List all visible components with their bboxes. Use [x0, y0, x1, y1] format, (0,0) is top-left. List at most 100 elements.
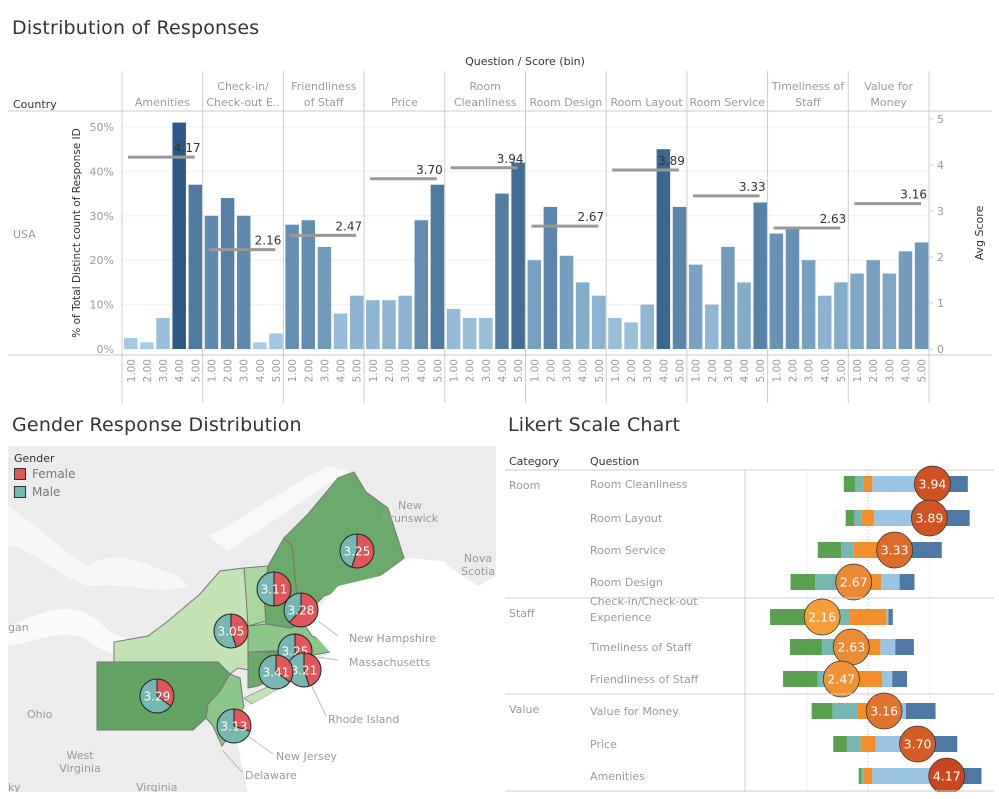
likert-question-label: Room Layout	[590, 512, 663, 525]
pie-outline	[139, 678, 175, 714]
likert-row[interactable]: 3.94	[843, 465, 968, 503]
bin-tick-label: 3.00	[400, 359, 412, 382]
distribution-bar-chart: Question / Score (bin)CountryUSA0%10%20%…	[8, 55, 992, 403]
bin-tick-label: 2.00	[223, 359, 235, 382]
likert-avg-bubble	[835, 563, 873, 601]
bin-tick-label: 1.00	[610, 359, 622, 382]
likert-segment-score-1	[790, 574, 816, 590]
likert-row[interactable]: 3.70	[833, 725, 958, 763]
likert-segment-score-1	[811, 703, 833, 719]
bar-amenities-2	[140, 342, 154, 349]
pie-outline	[213, 613, 249, 649]
pie-vermont[interactable]: 3.11	[256, 571, 292, 607]
map-place-label: Ohio	[27, 708, 53, 721]
bin-tick-label: 2.00	[545, 359, 557, 382]
likert-row[interactable]: 2.16	[770, 598, 893, 636]
question-header: Friendliness	[291, 80, 356, 93]
likert-row[interactable]: 2.63	[789, 628, 914, 666]
question-header: Room Layout	[610, 96, 683, 109]
question-header: Room Service	[690, 96, 766, 109]
question-header: Value for	[864, 80, 913, 93]
legend-item-male[interactable]: Male	[14, 485, 75, 499]
map-place-label: West	[66, 749, 94, 762]
gender-map-title: Gender Response Distribution	[12, 414, 302, 436]
question-header: Room	[469, 80, 500, 93]
bar-price-5	[430, 184, 445, 349]
y2-tick-label: 1	[937, 297, 944, 310]
legend-item-female[interactable]: Female	[14, 467, 75, 481]
bin-tick-label: 3.00	[319, 359, 331, 382]
avg-score-label: 2.16	[255, 234, 282, 248]
pie-new-hampshire[interactable]: 3.28	[283, 592, 319, 628]
bin-tick-label: 3.00	[481, 359, 493, 382]
likert-row[interactable]: 3.89	[845, 499, 970, 537]
question-header: Amenities	[135, 96, 190, 109]
bin-tick-label: 5.00	[352, 359, 364, 382]
pie-new-york[interactable]: 3.05	[213, 613, 249, 649]
avg-score-label: 2.47	[335, 219, 362, 233]
bar-room-service-2	[705, 304, 719, 349]
leader-line	[247, 735, 274, 755]
likert-segment-score-5	[899, 574, 915, 590]
likert-row[interactable]: 3.16	[811, 692, 936, 730]
map-place-label: Nova	[464, 552, 492, 565]
state-new-jersey[interactable]	[205, 673, 245, 748]
avg-score-label: 2.63	[820, 212, 847, 226]
likert-segment-score-2	[846, 736, 861, 752]
pie-divider	[351, 550, 358, 568]
pie-avg-label: 3.21	[291, 664, 318, 678]
likert-avg-label: 2.63	[837, 640, 865, 655]
row-label-usa: USA	[13, 228, 36, 241]
likert-segment-score-2	[854, 510, 862, 526]
bin-tick-label: 4.00	[336, 359, 348, 382]
bar-room-design-1	[527, 260, 541, 349]
bar-price-4	[414, 220, 429, 349]
likert-header-category: Category	[509, 455, 560, 468]
bar-room-layout-1	[608, 317, 622, 349]
gender-map[interactable]: New Brunswick Nova Scotia New Hampshire Massa…	[8, 446, 496, 792]
pie-divider	[288, 609, 302, 623]
likert-segment-score-1	[789, 639, 823, 655]
likert-row[interactable]: 3.33	[817, 531, 942, 569]
bar-friendliness-of-staff-4	[333, 313, 348, 349]
bar-amenities-5	[188, 184, 203, 349]
question-header: of Staff	[304, 96, 344, 109]
likert-question-label: Room Cleanliness	[590, 478, 688, 491]
bin-tick-label: 2.00	[868, 359, 880, 382]
likert-row[interactable]: 2.47	[783, 660, 908, 698]
bar-timeliness-of-staff-5	[834, 282, 848, 349]
question-header: Check-in/	[217, 80, 269, 93]
map-place-label: Virginia	[136, 781, 177, 792]
bin-tick-label: 1.00	[126, 359, 138, 382]
pie-connecticut[interactable]: 3.41	[258, 654, 294, 690]
pie-pennsylvania[interactable]: 3.29	[139, 678, 175, 714]
pie-slice-female	[231, 614, 248, 648]
ocean	[234, 558, 496, 792]
y-axis-label: % of Total Distinct count of Response ID	[71, 128, 83, 337]
likert-segment-score-2	[832, 703, 858, 719]
pie-new-jersey[interactable]: 3.13	[216, 708, 252, 744]
pie-maine[interactable]: 3.25	[339, 533, 375, 569]
likert-row[interactable]: 4.17	[858, 757, 982, 795]
y2-tick-label: 3	[937, 205, 944, 218]
y-tick-label: 10%	[90, 299, 114, 312]
likert-avg-label: 3.70	[904, 737, 932, 752]
distribution-title: Distribution of Responses	[12, 17, 260, 39]
likert-segment-score-5	[895, 639, 914, 655]
bin-tick-label: 4.00	[739, 359, 751, 382]
question-header: Timeliness of	[771, 80, 845, 93]
lake-shape	[8, 596, 248, 657]
likert-segment-score-3	[863, 768, 873, 784]
bar-room-cleanliness-4	[495, 193, 509, 349]
bar-room-design-2	[543, 206, 558, 349]
bar-check-in-check-out-experience-5	[269, 333, 283, 349]
bar-room-layout-5	[672, 206, 687, 349]
male-swatch-icon	[14, 486, 26, 498]
likert-segment-score-3	[860, 736, 876, 752]
bar-room-design-3	[559, 255, 574, 349]
avg-score-label: 4.17	[174, 141, 201, 155]
bar-value-for-money-3	[882, 273, 897, 349]
likert-row[interactable]: 2.67	[790, 563, 915, 601]
bin-tick-label: 1.00	[287, 359, 299, 382]
map-place-label: Rhode Island	[328, 713, 399, 726]
